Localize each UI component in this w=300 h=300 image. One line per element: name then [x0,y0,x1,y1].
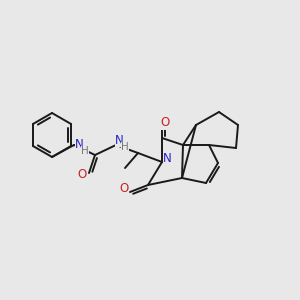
Text: N: N [75,139,83,152]
Text: O: O [160,116,169,130]
Text: N: N [115,134,123,146]
Text: N: N [163,152,171,164]
Text: H: H [121,142,129,152]
Text: H: H [81,146,89,156]
Text: O: O [77,167,87,181]
Text: O: O [119,182,129,196]
